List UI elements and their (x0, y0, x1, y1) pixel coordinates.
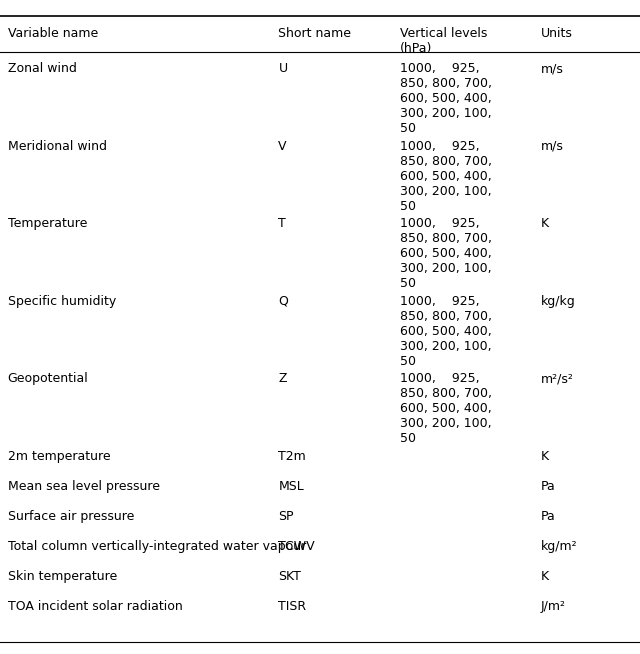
Text: Pa: Pa (541, 510, 556, 523)
Text: kg/m²: kg/m² (541, 540, 577, 553)
Text: kg/kg: kg/kg (541, 295, 575, 307)
Text: Skin temperature: Skin temperature (8, 570, 117, 583)
Text: TISR: TISR (278, 600, 307, 613)
Text: Units: Units (541, 27, 573, 41)
Text: Specific humidity: Specific humidity (8, 295, 116, 307)
Text: Meridional wind: Meridional wind (8, 140, 107, 152)
Text: Vertical levels
(hPa): Vertical levels (hPa) (400, 27, 488, 56)
Text: 1000,    925,
850, 800, 700,
600, 500, 400,
300, 200, 100,
50: 1000, 925, 850, 800, 700, 600, 500, 400,… (400, 62, 492, 135)
Text: V: V (278, 140, 287, 152)
Text: Zonal wind: Zonal wind (8, 62, 77, 75)
Text: Short name: Short name (278, 27, 351, 41)
Text: m²/s²: m²/s² (541, 372, 573, 385)
Text: J/m²: J/m² (541, 600, 566, 613)
Text: SKT: SKT (278, 570, 301, 583)
Text: TCWV: TCWV (278, 540, 315, 553)
Text: 1000,    925,
850, 800, 700,
600, 500, 400,
300, 200, 100,
50: 1000, 925, 850, 800, 700, 600, 500, 400,… (400, 372, 492, 445)
Text: TOA incident solar radiation: TOA incident solar radiation (8, 600, 182, 613)
Text: U: U (278, 62, 287, 75)
Text: K: K (541, 450, 549, 462)
Text: K: K (541, 217, 549, 230)
Text: 2m temperature: 2m temperature (8, 450, 110, 462)
Text: Temperature: Temperature (8, 217, 87, 230)
Text: K: K (541, 570, 549, 583)
Text: Surface air pressure: Surface air pressure (8, 510, 134, 523)
Text: m/s: m/s (541, 140, 564, 152)
Text: m/s: m/s (541, 62, 564, 75)
Text: MSL: MSL (278, 480, 304, 492)
Text: 1000,    925,
850, 800, 700,
600, 500, 400,
300, 200, 100,
50: 1000, 925, 850, 800, 700, 600, 500, 400,… (400, 295, 492, 368)
Text: Mean sea level pressure: Mean sea level pressure (8, 480, 160, 492)
Text: Total column vertically-integrated water vapour: Total column vertically-integrated water… (8, 540, 306, 553)
Text: T2m: T2m (278, 450, 306, 462)
Text: T: T (278, 217, 286, 230)
Text: 1000,    925,
850, 800, 700,
600, 500, 400,
300, 200, 100,
50: 1000, 925, 850, 800, 700, 600, 500, 400,… (400, 140, 492, 213)
Text: Q: Q (278, 295, 288, 307)
Text: Pa: Pa (541, 480, 556, 492)
Text: Variable name: Variable name (8, 27, 98, 41)
Text: Geopotential: Geopotential (8, 372, 88, 385)
Text: Z: Z (278, 372, 287, 385)
Text: 1000,    925,
850, 800, 700,
600, 500, 400,
300, 200, 100,
50: 1000, 925, 850, 800, 700, 600, 500, 400,… (400, 217, 492, 290)
Text: SP: SP (278, 510, 294, 523)
